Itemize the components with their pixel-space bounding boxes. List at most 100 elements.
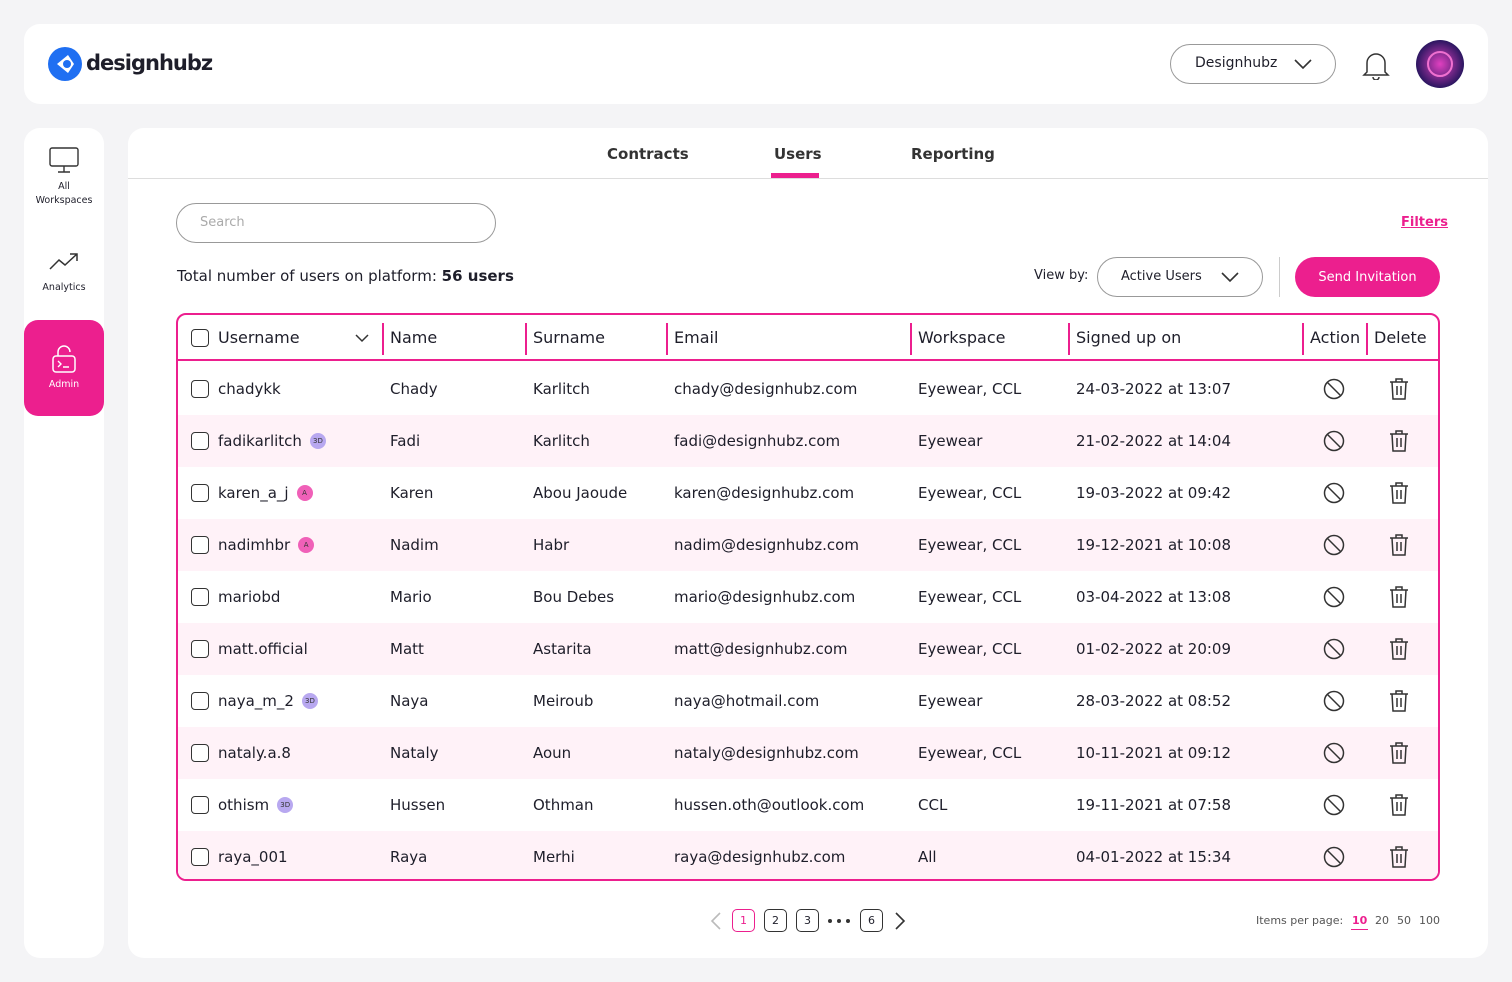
next-page[interactable] bbox=[892, 911, 908, 931]
surname: Abou Jaoude bbox=[533, 467, 627, 519]
signed-up-text: 24-03-2022 at 13:07 bbox=[1076, 380, 1232, 398]
search-input[interactable]: Search bbox=[176, 203, 496, 243]
delete-button[interactable] bbox=[1388, 377, 1410, 401]
surname-text: Merhi bbox=[533, 848, 575, 866]
page-size-option[interactable]: 50 bbox=[1397, 914, 1411, 927]
block-button[interactable] bbox=[1323, 430, 1345, 452]
email: karen@designhubz.com bbox=[674, 467, 854, 519]
checkbox[interactable] bbox=[191, 432, 209, 450]
bell-icon[interactable] bbox=[1362, 50, 1390, 80]
checkbox[interactable] bbox=[191, 484, 209, 502]
delete-button[interactable] bbox=[1388, 481, 1410, 505]
username-text: mariobd bbox=[218, 588, 281, 606]
block-button[interactable] bbox=[1323, 586, 1345, 608]
tab-active[interactable]: Users bbox=[774, 145, 822, 163]
table-header: Username Name Surname Email Workspace Signed … bbox=[178, 315, 1438, 361]
block-button[interactable] bbox=[1323, 690, 1345, 712]
nav-item-active[interactable]: Admin bbox=[24, 320, 104, 416]
page-button[interactable]: 2 bbox=[764, 909, 787, 932]
workspace-text: Eyewear, CCL bbox=[918, 744, 1022, 762]
delete-button[interactable] bbox=[1388, 845, 1410, 869]
username-text: chadykk bbox=[218, 380, 281, 398]
delete-button[interactable] bbox=[1388, 793, 1410, 817]
avatar[interactable] bbox=[1416, 40, 1464, 88]
delete-button[interactable] bbox=[1388, 741, 1410, 765]
workspace-text: Eyewear, CCL bbox=[918, 588, 1022, 606]
page-size-option[interactable]: 10 bbox=[1351, 914, 1369, 930]
surname: Meiroub bbox=[533, 675, 593, 727]
signed-up: 19-12-2021 at 10:08 bbox=[1076, 519, 1231, 571]
page-size-option[interactable]: 20 bbox=[1375, 914, 1389, 927]
block-button[interactable] bbox=[1323, 846, 1345, 868]
email-text: hussen.oth@outlook.com bbox=[674, 796, 865, 814]
page-button[interactable]: 6 bbox=[860, 909, 883, 932]
block-button[interactable] bbox=[1323, 742, 1345, 764]
signed-up: 24-03-2022 at 13:07 bbox=[1076, 363, 1231, 415]
page-button[interactable]: 1 bbox=[732, 909, 755, 932]
tab-underline bbox=[771, 173, 819, 178]
block-button[interactable] bbox=[1323, 378, 1345, 400]
username: raya_001 bbox=[218, 831, 288, 879]
page-size-option[interactable]: 100 bbox=[1419, 914, 1440, 927]
workspace: Eyewear, CCL bbox=[918, 727, 1021, 779]
block-button[interactable] bbox=[1323, 794, 1345, 816]
checkbox[interactable] bbox=[191, 536, 209, 554]
block-button[interactable] bbox=[1323, 482, 1345, 504]
email-text: raya@designhubz.com bbox=[674, 848, 846, 866]
surname: Aoun bbox=[533, 727, 571, 779]
name-text: Nadim bbox=[390, 536, 439, 554]
block-button[interactable] bbox=[1323, 638, 1345, 660]
delete-button[interactable] bbox=[1388, 585, 1410, 609]
column-separator bbox=[910, 323, 912, 355]
checkbox[interactable] bbox=[191, 744, 209, 762]
tab[interactable]: Contracts bbox=[607, 145, 689, 163]
email-text: matt@designhubz.com bbox=[674, 640, 848, 658]
chevron bbox=[1221, 272, 1239, 283]
nav-label: Analytics bbox=[42, 282, 86, 293]
column-separator bbox=[525, 323, 527, 355]
column-separator bbox=[1366, 323, 1368, 355]
checkbox[interactable] bbox=[191, 796, 209, 814]
checkbox[interactable] bbox=[191, 380, 209, 398]
table-row: fadikarlitch 3D Fadi Karlitch fadi@designhub… bbox=[178, 415, 1438, 467]
email: chady@designhubz.com bbox=[674, 363, 857, 415]
view-by-select[interactable]: Active Users bbox=[1097, 257, 1263, 297]
username: matt.official bbox=[218, 623, 308, 675]
delete-button[interactable] bbox=[1388, 533, 1410, 557]
email: naya@hotmail.com bbox=[674, 675, 819, 727]
email: mario@designhubz.com bbox=[674, 571, 855, 623]
delete-button[interactable] bbox=[1388, 429, 1410, 453]
prev-page[interactable] bbox=[708, 911, 724, 931]
block-button[interactable] bbox=[1323, 534, 1345, 556]
workspace-text: Eyewear, CCL bbox=[918, 484, 1022, 502]
table-row: mariobd Mario Bou Debes mario@designhubz.co… bbox=[178, 571, 1438, 623]
signed-up: 19-11-2021 at 07:58 bbox=[1076, 779, 1231, 831]
sort-chevron[interactable] bbox=[354, 332, 370, 344]
send-invitation-button[interactable]: Send Invitation bbox=[1295, 257, 1440, 297]
page-button[interactable]: 3 bbox=[796, 909, 819, 932]
tab[interactable]: Reporting bbox=[911, 145, 995, 163]
email-text: nataly@designhubz.com bbox=[674, 744, 859, 762]
workspace-select[interactable]: Designhubz bbox=[1170, 44, 1336, 84]
analytics-icon bbox=[49, 253, 78, 270]
username: mariobd bbox=[218, 571, 280, 623]
checkbox[interactable] bbox=[191, 848, 209, 866]
column-header: Surname bbox=[533, 327, 605, 347]
username-text: karen_a_j bbox=[218, 484, 289, 502]
table-row: karen_a_j A Karen Abou Jaoude karen@designhu… bbox=[178, 467, 1438, 519]
delete-button[interactable] bbox=[1388, 637, 1410, 661]
nav-item[interactable]: Analytics bbox=[24, 246, 104, 306]
email-text: fadi@designhubz.com bbox=[674, 432, 841, 450]
checkbox[interactable] bbox=[191, 329, 209, 347]
signed-up-text: 04-01-2022 at 15:34 bbox=[1076, 848, 1232, 866]
username-text: nadimhbr bbox=[218, 536, 291, 554]
signed-up-text: 10-11-2021 at 09:12 bbox=[1076, 744, 1232, 762]
name: Nataly bbox=[390, 727, 439, 779]
checkbox[interactable] bbox=[191, 692, 209, 710]
checkbox[interactable] bbox=[191, 588, 209, 606]
filters-link[interactable]: Filters bbox=[1401, 215, 1448, 230]
checkbox[interactable] bbox=[191, 640, 209, 658]
workspace: CCL bbox=[918, 779, 947, 831]
delete-button[interactable] bbox=[1388, 689, 1410, 713]
nav-item[interactable]: All Workspaces bbox=[24, 142, 104, 222]
